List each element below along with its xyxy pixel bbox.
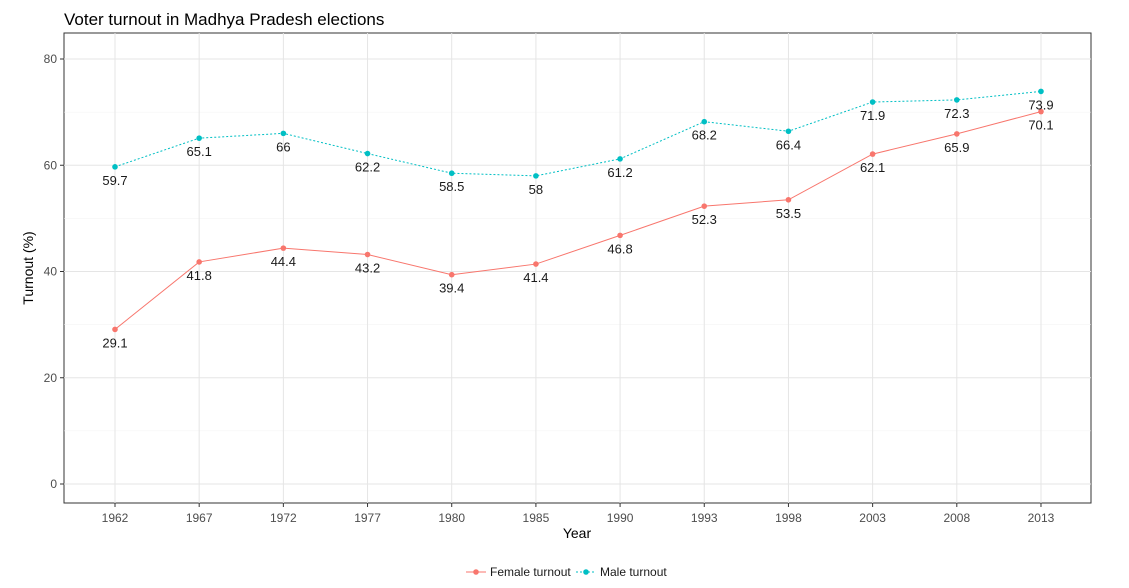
data-label: 65.1	[187, 144, 212, 159]
data-label: 29.1	[102, 335, 127, 350]
x-tick-label: 1990	[607, 511, 634, 525]
data-point	[196, 135, 202, 141]
data-label: 72.3	[944, 106, 969, 121]
data-point	[617, 232, 623, 239]
data-label: 53.5	[776, 206, 801, 221]
x-tick-label: 1985	[523, 511, 550, 525]
y-tick-label: 20	[44, 371, 58, 385]
series-line-1	[114, 90, 1042, 177]
data-label: 41.8	[187, 268, 212, 283]
x-tick-label: 2008	[943, 511, 970, 525]
data-point	[701, 203, 708, 209]
data-label: 62.1	[860, 160, 885, 175]
y-tick-label: 80	[44, 52, 58, 66]
data-label: 70.1	[1028, 118, 1053, 133]
data-label: 65.9	[944, 140, 969, 155]
data-point	[701, 118, 708, 125]
data-point	[785, 196, 792, 203]
data-point	[533, 261, 539, 267]
x-axis-title: Year	[563, 525, 592, 541]
data-label: 39.4	[439, 281, 464, 296]
data-point	[869, 151, 876, 157]
data-label: 59.7	[102, 173, 127, 188]
x-tick-label: 2013	[1028, 511, 1055, 525]
data-point	[954, 131, 960, 137]
data-label: 52.3	[692, 212, 717, 227]
data-point	[1038, 88, 1044, 95]
chart-title: Voter turnout in Madhya Pradesh election…	[64, 10, 385, 29]
x-tick-label: 2003	[859, 511, 886, 525]
x-tick-label: 1998	[775, 511, 802, 525]
y-axis-title: Turnout (%)	[20, 231, 36, 304]
data-point	[448, 170, 455, 177]
legend-key-point	[583, 569, 589, 575]
data-point	[364, 150, 371, 157]
axes: 0 20 40 60 80 1962 1967 1972 1977 1980 1985 1990 199…	[44, 52, 1055, 525]
x-tick-label: 1993	[691, 511, 718, 525]
data-label: 66.4	[776, 137, 801, 152]
data-label: 46.8	[607, 241, 632, 256]
y-tick-label: 0	[50, 477, 57, 491]
data-point	[448, 271, 455, 278]
legend: Female turnout Male turnout	[466, 565, 667, 579]
data-label: 73.9	[1028, 97, 1053, 112]
data-label: 58.5	[439, 179, 464, 194]
data-label: 41.4	[523, 270, 548, 285]
x-tick-label: 1967	[186, 511, 213, 525]
data-label: 44.4	[271, 254, 296, 269]
data-label: 61.2	[607, 165, 632, 180]
legend-label: Male turnout	[600, 565, 667, 579]
data-point	[954, 97, 960, 103]
series-line-0	[114, 111, 1042, 330]
data-label: 62.2	[355, 160, 380, 175]
data-point	[112, 164, 118, 170]
data-point	[364, 251, 371, 258]
series-layer	[112, 88, 1044, 333]
data-point	[1038, 108, 1044, 115]
data-labels: 29.1 41.8 44.4 43.2 39.4 41.4 46.8 52.3 53.5 62.1…	[102, 97, 1053, 350]
x-tick-label: 1977	[354, 511, 381, 525]
data-point	[280, 245, 287, 251]
data-point	[533, 173, 539, 179]
legend-label: Female turnout	[490, 565, 571, 579]
data-label: 58	[529, 182, 543, 197]
y-tick-label: 40	[44, 265, 58, 279]
y-tick-label: 60	[44, 158, 58, 172]
data-point	[112, 326, 118, 333]
data-label: 68.2	[692, 128, 717, 143]
x-tick-label: 1972	[270, 511, 297, 525]
data-point	[785, 128, 792, 135]
plot-panel	[63, 32, 1092, 504]
legend-key-point	[473, 569, 479, 575]
data-label: 43.2	[355, 261, 380, 276]
data-point	[280, 130, 287, 137]
data-label: 66	[276, 139, 290, 154]
data-point	[617, 156, 623, 162]
data-point	[869, 99, 876, 105]
x-tick-label: 1980	[438, 511, 465, 525]
x-tick-label: 1962	[102, 511, 129, 525]
data-label: 71.9	[860, 108, 885, 123]
data-point	[196, 259, 202, 265]
